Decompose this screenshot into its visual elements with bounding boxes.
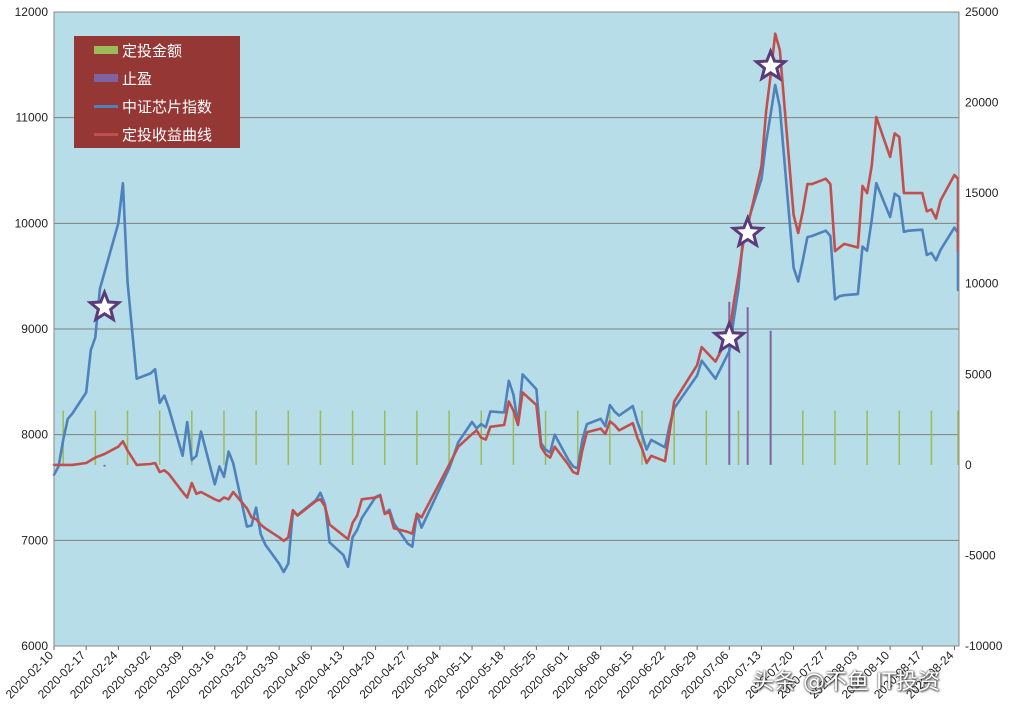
y-left-tick-label: 11000: [16, 111, 49, 125]
y-right-tick-label: 20000: [965, 96, 999, 110]
y-right-tick-label: 0: [965, 458, 972, 472]
index-line: [52, 83, 960, 574]
invest-bars: [62, 410, 959, 465]
series-lines: [52, 32, 960, 574]
star-marker: [711, 318, 748, 354]
legend: 定投金额 止盈 中证芯片指数 定投收益曲线: [74, 36, 240, 148]
legend-swatch-profit: [94, 132, 118, 136]
y-right-tick-label: -5000: [965, 548, 996, 562]
star-marker: [752, 47, 789, 82]
y-left-axis: 6000 7000 8000 9000 10000 11000 12000: [15, 5, 49, 653]
star-marker: [729, 213, 766, 249]
legend-label-invest: 定投金额: [122, 41, 183, 60]
star-markers: [86, 47, 789, 354]
y-left-tick-label: 8000: [21, 428, 48, 442]
legend-item-takeprofit: 止盈: [94, 64, 152, 92]
y-left-tick-label: 10000: [15, 216, 49, 230]
legend-swatch-index: [94, 104, 118, 108]
legend-item-index: 中证芯片指数: [94, 92, 212, 120]
legend-label-takeprofit: 止盈: [122, 69, 153, 88]
legend-label-index: 中证芯片指数: [122, 97, 213, 116]
star-marker: [86, 288, 123, 323]
plot-border: [53, 11, 960, 647]
y-left-tick-label: 9000: [21, 322, 48, 336]
legend-item-invest: 定投金额: [94, 36, 182, 64]
legend-label-profit: 定投收益曲线: [122, 125, 213, 144]
legend-swatch-takeprofit: [94, 74, 118, 82]
y-left-tick-label: 7000: [21, 533, 48, 547]
y-right-tick-label: 5000: [965, 367, 992, 381]
y-right-tick-label: 25000: [965, 5, 999, 19]
profit-line: [52, 32, 960, 543]
legend-item-profit: 定投收益曲线: [94, 120, 212, 148]
watermark: 头条 @不鱼 IT投资: [752, 670, 940, 695]
y-left-tick-label: 6000: [21, 639, 48, 653]
y-left-tick-label: 12000: [15, 5, 49, 19]
y-right-tick-label: -10000: [965, 639, 1003, 653]
legend-swatch-invest: [94, 46, 118, 54]
y-right-axis: -10000 -5000 0 5000 10000 15000 20000 25000: [965, 5, 1003, 653]
y-right-tick-label: 15000: [965, 186, 999, 200]
y-right-tick-label: 10000: [965, 277, 999, 291]
